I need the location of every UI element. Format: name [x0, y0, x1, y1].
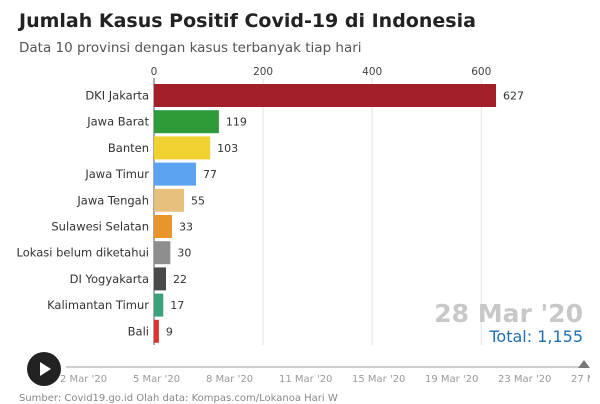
value-label: 77 — [203, 168, 217, 181]
timeline-slider[interactable] — [66, 360, 590, 368]
category-label: Bali — [128, 324, 149, 338]
bar — [154, 84, 496, 107]
value-label: 627 — [503, 90, 524, 103]
timeline-date-label: 2 Mar '20 — [60, 374, 108, 385]
timeline-date-label: 27 Mar '20 — [571, 374, 590, 385]
bars — [154, 84, 496, 343]
timeline-date-label: 23 Mar '20 — [498, 374, 552, 385]
bar — [154, 188, 184, 212]
value-label: 30 — [177, 247, 191, 260]
timeline-date-label: 19 Mar '20 — [425, 374, 479, 385]
bar — [154, 267, 166, 291]
timeline-handle[interactable] — [578, 360, 590, 368]
category-label: DKI Jakarta — [85, 89, 149, 103]
chart-title: Jumlah Kasus Positif Covid-19 di Indones… — [19, 10, 476, 32]
category-label: Kalimantan Timur — [47, 298, 149, 312]
value-label: 22 — [173, 273, 187, 286]
bar — [154, 319, 159, 343]
timeline-date-label: 15 Mar '20 — [352, 374, 406, 385]
value-label: 17 — [170, 299, 184, 312]
category-label: Sulawesi Selatan — [51, 220, 149, 234]
x-tick-label: 0 — [151, 66, 158, 78]
bar — [154, 293, 164, 317]
play-icon — [40, 362, 51, 376]
bar — [154, 241, 171, 265]
timeline-date-labels: 2 Mar '20 5 Mar '20 8 Mar '20 11 Mar '20 15 … — [50, 374, 590, 388]
x-tick-label: 200 — [253, 66, 273, 78]
chart-subtitle: Data 10 provinsi dengan kasus terbanyak … — [19, 40, 362, 56]
x-tick-label: 400 — [362, 66, 382, 78]
category-label: DI Yogyakarta — [70, 272, 149, 286]
value-label: 33 — [179, 221, 193, 234]
bar — [154, 110, 219, 134]
value-label: 119 — [226, 116, 247, 129]
bar — [154, 136, 211, 160]
timeline-date-label: 8 Mar '20 — [206, 374, 254, 385]
timeline-date-label: 5 Mar '20 — [133, 374, 181, 385]
category-labels: DKI Jakarta Jawa Barat Banten Jawa Timur Jaw… — [17, 89, 150, 339]
x-axis-ticks: 0 200 400 600 — [151, 66, 492, 78]
bar — [154, 215, 172, 238]
category-label: Jawa Tengah — [76, 193, 149, 207]
category-label: Jawa Timur — [84, 167, 149, 181]
value-label: 55 — [191, 194, 205, 207]
source-caption: Sumber: Covid19.go.id Olah data: Kompas.… — [19, 393, 338, 404]
x-tick-label: 600 — [471, 66, 491, 78]
value-label: 103 — [217, 142, 238, 155]
bar-chart: 0 200 400 600 DKI Jakarta Jawa Barat Banten Ja… — [17, 66, 524, 345]
timeline-date-label: 11 Mar '20 — [279, 374, 333, 385]
category-label: Banten — [108, 141, 149, 155]
current-date-label: 28 Mar '20 — [434, 299, 583, 328]
category-label: Jawa Barat — [86, 115, 149, 129]
value-label: 9 — [166, 325, 173, 338]
category-label: Lokasi belum diketahui — [17, 246, 149, 260]
bar — [154, 162, 196, 186]
total-label: Total: 1,155 — [489, 327, 583, 346]
play-button[interactable] — [27, 352, 61, 386]
